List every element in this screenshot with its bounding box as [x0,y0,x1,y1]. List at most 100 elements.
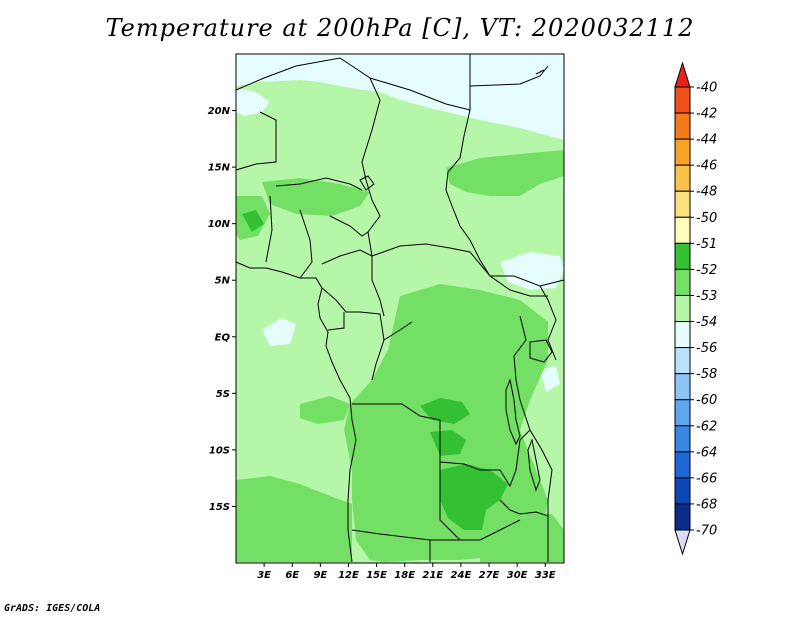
colorbar-segment [674,399,691,427]
lon-tick-label: 21E [422,570,443,581]
warmest-region-west [242,210,264,232]
lon-tick-label: 24E [451,570,472,581]
map-frame [235,53,565,564]
border-west-4 [299,209,313,279]
lon-tick-label: 30E [507,570,528,581]
colorbar-label: -64 [696,445,717,460]
coast-north-east [469,65,549,87]
lat-tick-label: 5N [215,276,231,287]
chart-title: Temperature at 200hPa [C], VT: 202003211… [105,14,695,42]
border-cameroon [321,287,385,381]
border-central-2 [371,243,548,297]
colorbar-label: -42 [696,107,717,122]
colorbar-label: -62 [696,419,717,434]
colorbar-label: -53 [696,289,717,304]
colorbar-label: -66 [696,471,717,486]
latitude-axis: 20N 15N 10N 5N EQ 5S 10S 15S [208,106,236,513]
border-west-3 [265,195,273,263]
lake-chad [359,175,375,191]
colorbar-segment [674,373,691,401]
warmest-region-mid [430,430,466,456]
colorbar-label: -54 [696,315,717,330]
lake-victoria [529,339,553,363]
border-chad-sudan [445,109,491,277]
lon-tick-label: 9E [313,570,327,581]
lake-malawi [527,438,541,492]
colorbar-segment [674,86,691,114]
colorbar-segment [674,268,691,296]
border-zambia-east [499,499,549,517]
warm-region-west-sahel [262,178,370,216]
colorbar-segment [674,425,691,453]
colorbar-segment [674,216,691,244]
lon-tick-label: 12E [338,570,359,581]
border-south [351,529,460,562]
lat-tick-label: 10S [209,445,230,456]
colorbar-bottom-triangle [674,529,691,556]
colorbar-label: -51 [696,237,717,252]
colorbar-segment [674,477,691,505]
lon-tick-label: 33E [535,570,556,581]
cold-region-east [500,252,564,290]
warmest-region-core [440,464,508,530]
warm-region-west-patch [300,396,350,424]
footer-credit: GrADS: IGES/COLA [4,603,101,614]
border-sahara-1 [235,57,381,201]
colorbar-label: -52 [696,263,717,278]
colorbar-segment [674,451,691,479]
cold-region-west-gulf [262,318,296,346]
lon-tick-label: 6E [285,570,299,581]
colorbar: -40 -42 -44 -46 -48 -50 -51 -52 -53 -54 -56 -58 -60 -… [674,61,717,556]
warm-region-east-sahel [446,150,564,196]
colorbar-label: -40 [696,81,717,96]
border-angola-zambia [439,462,521,541]
colorbar-top-triangle [674,61,691,88]
colorbar-segment [674,321,691,349]
border-east-africa [490,275,565,361]
field-layer [236,54,564,563]
colorbar-label: -46 [696,159,717,174]
lat-tick-label: EQ [215,332,231,343]
lat-tick-label: 20N [208,106,231,117]
colorbar-label: -60 [696,393,717,408]
colorbar-segment [674,242,691,270]
warm-region-south-east [480,512,564,562]
border-nigeria [321,215,373,265]
colorbar-label: -56 [696,341,717,356]
border-west-1 [235,111,277,171]
boundary-layer [235,54,565,563]
colorbar-label: -68 [696,497,717,512]
colorbar-segment [674,164,691,192]
lake-tanganyika [505,378,521,446]
coastline-west [235,261,357,563]
colorbar-segment [674,112,691,140]
lon-tick-label: 27E [479,570,500,581]
warmest-region-north [420,398,470,424]
warm-region-southwest [236,476,352,562]
lon-tick-label: 18E [394,570,415,581]
colorbar-segment [674,347,691,375]
border-drc-east [513,315,553,501]
colorbar-label: -70 [696,524,717,539]
lat-tick-label: 10N [208,219,231,230]
cold-region-lake [540,366,560,392]
lat-tick-label: 15S [209,502,230,513]
cold-region-north [236,54,564,140]
lon-tick-label: 15E [366,570,387,581]
lat-tick-label: 5S [216,389,230,400]
border-sahara-2 [369,54,471,111]
colorbar-label: -48 [696,185,717,200]
cold-region-northwest [236,88,270,116]
colorbar-label: -58 [696,367,717,382]
colorbar-segment [674,503,691,531]
longitude-axis: 3E 6E 9E 12E 15E 18E 21E 24E 27E 30E 33E [257,563,556,581]
colorbar-segment [674,190,691,218]
colorbar-segment [674,294,691,323]
colorbar-label: -44 [696,133,717,148]
lat-tick-label: 15N [208,163,231,174]
border-drc-south [352,403,531,488]
border-central-1 [367,199,385,317]
lon-tick-label: 3E [257,570,271,581]
colorbar-segment [674,138,691,166]
